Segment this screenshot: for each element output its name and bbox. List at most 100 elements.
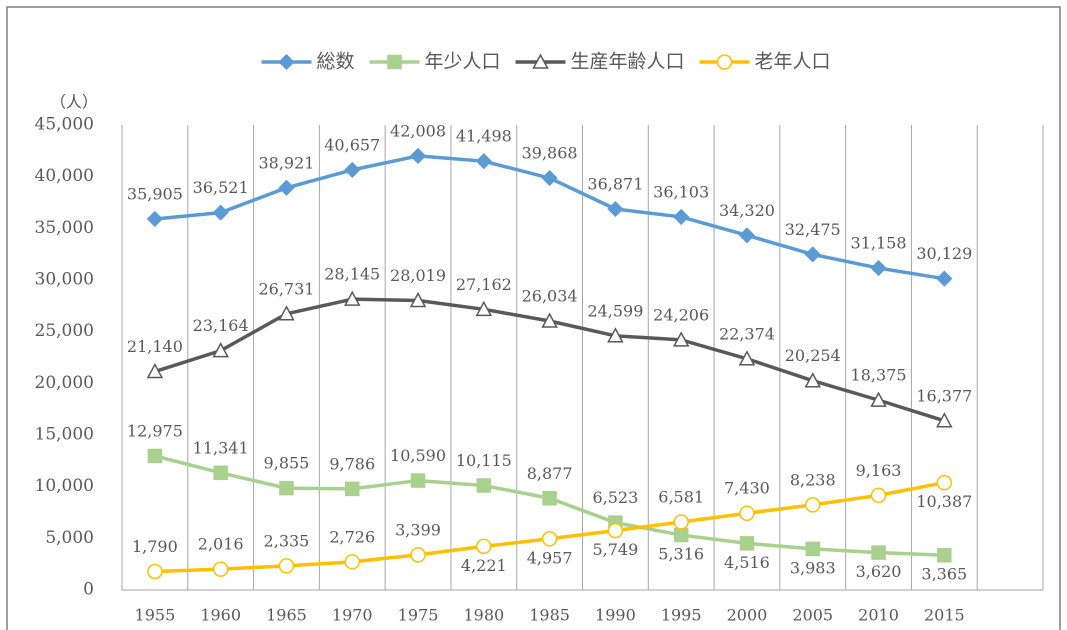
data-label: 23,164 (193, 316, 249, 335)
data-label: 5,316 (658, 545, 704, 564)
y-tick-label: 15,000 (35, 425, 94, 445)
y-tick-label: 40,000 (35, 166, 94, 186)
data-point (147, 563, 163, 580)
data-label: 36,871 (587, 174, 643, 193)
data-label: 40,657 (324, 135, 380, 154)
x-tick-label: 2000 (727, 606, 768, 625)
x-tick-label: 1980 (463, 606, 504, 625)
data-point (541, 531, 558, 547)
data-point (410, 473, 426, 488)
data-point (278, 179, 295, 196)
data-label: 41,498 (456, 127, 512, 146)
data-point (476, 538, 492, 555)
data-label: 4,221 (461, 556, 507, 575)
data-label: 2,335 (264, 531, 310, 550)
legend-item: 年少人口 (369, 51, 501, 73)
data-point (345, 481, 360, 497)
data-point (541, 312, 558, 328)
y-tick-label: 0 (83, 580, 94, 600)
data-label: 5,749 (592, 540, 638, 559)
data-point (475, 153, 492, 170)
data-label: 32,475 (785, 220, 841, 239)
data-point (146, 210, 163, 228)
data-point (937, 547, 952, 563)
data-point (344, 161, 361, 178)
data-label: 24,599 (587, 301, 643, 320)
data-label: 6,581 (658, 487, 704, 506)
data-point (344, 554, 360, 570)
x-tick-label: 1970 (332, 606, 373, 625)
data-label: 8,238 (790, 470, 836, 489)
legend-marker (278, 53, 295, 71)
data-point (607, 522, 624, 539)
data-point (212, 342, 229, 358)
x-tick-label: 1995 (661, 606, 702, 625)
legend-label: 総数 (317, 51, 355, 73)
data-point (936, 412, 953, 428)
x-tick-label: 2005 (792, 606, 833, 625)
data-point (738, 350, 756, 366)
data-label: 6,523 (592, 488, 638, 507)
data-point (739, 536, 755, 551)
data-label: 9,786 (329, 454, 375, 473)
data-label: 4,516 (724, 553, 770, 572)
data-label: 3,983 (790, 558, 836, 577)
data-point (475, 300, 493, 317)
data-label: 3,365 (921, 565, 967, 584)
data-point (409, 291, 427, 308)
data-point (936, 270, 953, 287)
x-tick-label: 1990 (595, 606, 636, 625)
data-label: 28,019 (390, 266, 446, 285)
data-point (279, 480, 294, 496)
data-label: 10,387 (916, 492, 972, 511)
data-point (607, 327, 624, 343)
data-label: 35,905 (127, 184, 183, 203)
x-tick-label: 2015 (924, 606, 965, 625)
legend-label: 年少人口 (425, 51, 501, 73)
data-point (805, 541, 820, 557)
x-tick-label: 1955 (135, 606, 176, 625)
data-point (936, 474, 953, 491)
data-point (607, 200, 624, 218)
data-point (870, 391, 887, 407)
data-label: 12,975 (127, 421, 183, 440)
data-label: 38,921 (258, 153, 314, 172)
data-label: 1,790 (132, 537, 178, 556)
data-label: 39,868 (522, 144, 578, 163)
y-tick-label: 10,000 (35, 476, 94, 496)
data-label: 42,008 (390, 121, 446, 140)
data-point (673, 527, 689, 543)
legend-marker (532, 53, 549, 69)
y-tick-label: 20,000 (35, 373, 94, 393)
data-point (805, 497, 821, 513)
data-point (278, 305, 295, 321)
data-point (871, 545, 886, 560)
y-tick-label: 45,000 (35, 115, 94, 135)
legend-item: 生産年齢人口 (515, 51, 685, 73)
data-label: 26,034 (522, 286, 578, 305)
legend-label: 老年人口 (755, 51, 831, 73)
data-point (278, 558, 295, 574)
data-label: 16,377 (916, 386, 972, 405)
data-point (673, 514, 689, 530)
data-label: 2,726 (329, 527, 375, 546)
data-point (476, 478, 492, 493)
y-tick-label: 25,000 (35, 321, 94, 341)
data-label: 26,731 (258, 279, 314, 298)
data-point (739, 505, 755, 521)
data-label: 9,855 (264, 454, 310, 473)
data-label: 7,430 (724, 479, 770, 498)
data-label: 24,206 (653, 305, 709, 324)
data-point (673, 208, 690, 225)
data-point (738, 227, 756, 244)
data-label: 3,399 (395, 520, 441, 539)
data-point (804, 246, 821, 263)
x-tick-label: 1965 (266, 606, 307, 625)
data-label: 9,163 (856, 461, 902, 480)
data-label: 2,016 (198, 535, 244, 554)
data-point (542, 491, 557, 506)
x-tick-label: 2010 (858, 606, 899, 625)
data-label: 34,320 (719, 201, 775, 220)
y-tick-label: 5,000 (45, 528, 94, 548)
